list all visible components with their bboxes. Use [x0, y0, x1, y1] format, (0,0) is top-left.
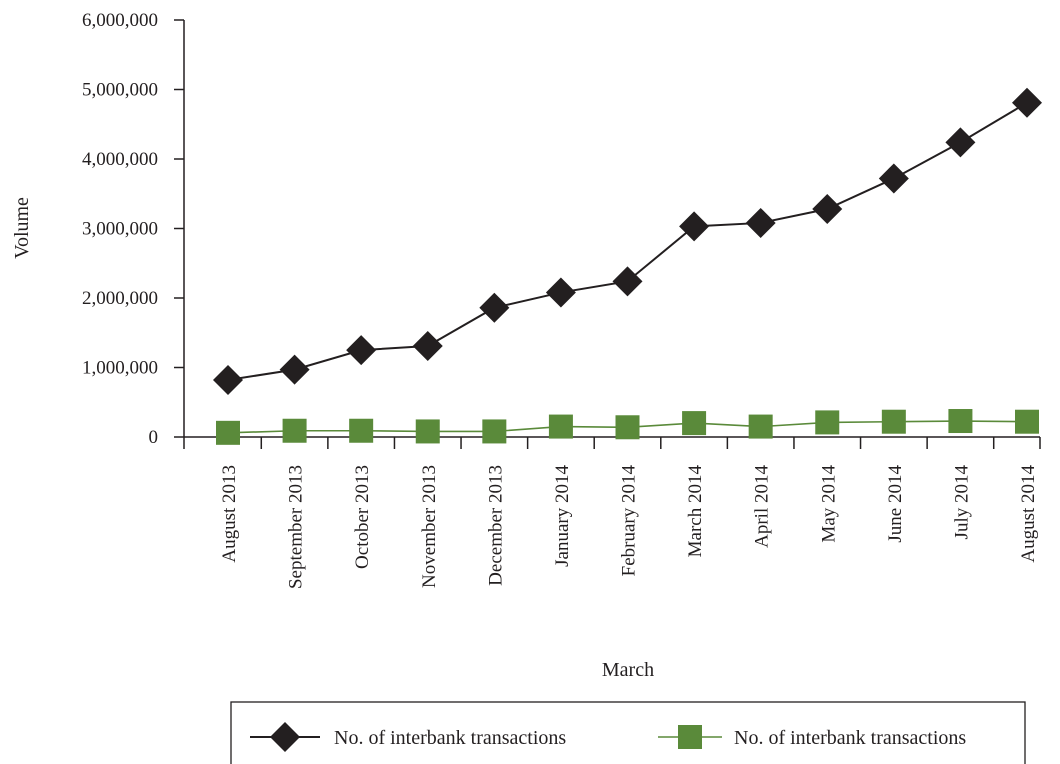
y-tick-label: 1,000,000	[82, 358, 158, 379]
x-tick-label: October 2013	[352, 465, 373, 569]
y-axis-title: Volume	[11, 197, 33, 259]
x-axis-title: March	[602, 659, 654, 681]
x-tick-label: December 2013	[485, 465, 506, 586]
data-point-square	[881, 409, 906, 434]
data-point-diamond	[945, 127, 976, 158]
x-tick-label: February 2014	[619, 465, 640, 577]
x-tick-label: January 2014	[552, 465, 573, 567]
data-point-diamond	[213, 365, 243, 396]
legend-label: No. of interbank transactions	[334, 727, 566, 749]
data-point-diamond	[745, 207, 776, 238]
legend: No. of interbank transactions No. of inte…	[230, 701, 1026, 764]
data-point-diamond	[412, 330, 443, 361]
x-tick-label: May 2014	[818, 465, 839, 543]
data-point-square	[282, 418, 307, 443]
y-tick-label: 3,000,000	[82, 219, 158, 240]
x-tick-label: June 2014	[885, 465, 906, 543]
x-tick-label: July 2014	[951, 465, 972, 540]
data-point-diamond	[1012, 87, 1042, 118]
y-tick-label: 6,000,000	[82, 10, 158, 31]
data-point-square	[948, 409, 973, 434]
data-point-square	[615, 415, 640, 440]
data-point-diamond	[479, 292, 510, 323]
data-point-square	[748, 414, 773, 439]
y-tick-label: 0	[149, 427, 159, 448]
legend-marker	[270, 722, 300, 752]
data-point-square	[349, 418, 374, 443]
data-point-diamond	[679, 211, 710, 242]
y-tick-label: 2,000,000	[82, 288, 158, 309]
legend-item: No. of interbank transactions	[250, 722, 566, 752]
legend-box	[230, 701, 1026, 764]
x-tick-label: September 2013	[286, 465, 307, 589]
data-point-square	[216, 420, 240, 445]
x-tick-label: August 2014	[1018, 465, 1039, 563]
x-tick-label: August 2013	[219, 465, 240, 563]
y-tick-label: 4,000,000	[82, 149, 158, 170]
data-point-diamond	[279, 354, 310, 385]
y-tick-label: 5,000,000	[82, 80, 158, 101]
data-point-square	[548, 414, 573, 439]
data-point-diamond	[812, 194, 843, 225]
data-point-square	[815, 410, 840, 435]
data-point-diamond	[346, 335, 377, 366]
series-2	[216, 409, 1039, 445]
x-tick-label: November 2013	[419, 465, 440, 588]
series-line	[227, 101, 1028, 381]
data-point-diamond	[612, 266, 643, 297]
series-layer	[213, 87, 1042, 445]
data-point-square	[482, 419, 507, 444]
legend-label: No. of interbank transactions	[734, 727, 966, 749]
x-axis: August 2013 September 2013 October 2013 Nov…	[183, 436, 1041, 589]
y-axis: 0 1,000,000 2,000,000 3,000,000 4,000,000 5,0…	[82, 10, 185, 448]
data-point-square	[682, 411, 707, 436]
x-tick-label: April 2014	[752, 465, 773, 548]
x-tick-label: March 2014	[685, 465, 706, 558]
data-point-diamond	[545, 277, 576, 308]
series-1	[213, 87, 1042, 396]
legend-marker	[678, 725, 702, 749]
data-point-square	[415, 419, 440, 444]
data-point-diamond	[878, 163, 909, 194]
data-point-square	[1015, 409, 1039, 434]
legend-item: No. of interbank transactions	[658, 725, 966, 749]
